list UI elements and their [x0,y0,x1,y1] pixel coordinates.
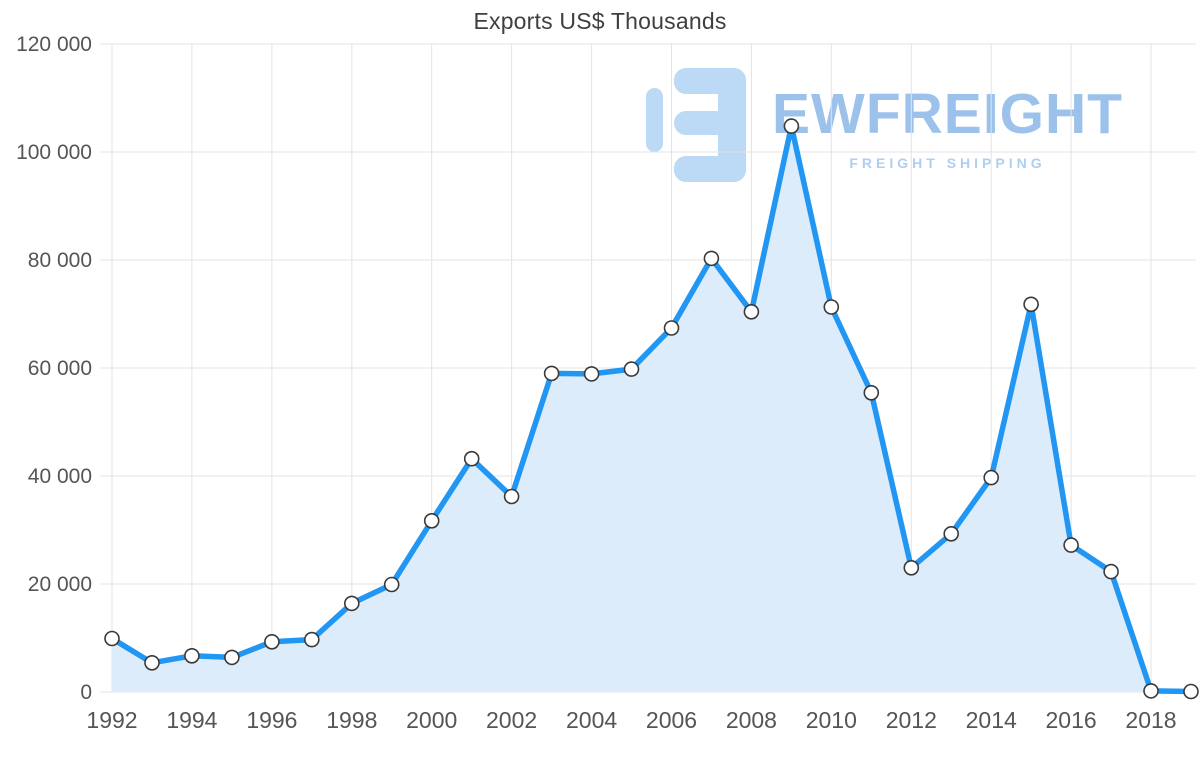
data-point-marker [303,631,320,648]
data-point-marker [943,525,960,542]
data-point-marker [264,633,280,650]
data-point-marker [1103,563,1119,580]
data-point-marker [1063,537,1079,553]
y-axis-label: 60 000 [28,357,92,380]
y-axis-label: 80 000 [28,249,92,272]
watermark-brand-text: EWFREIGHT [772,82,1123,146]
x-axis-label: 2016 [1046,707,1097,733]
data-point-marker [983,469,1000,486]
data-point-marker [863,384,880,401]
ewfreight-logo-icon [646,68,746,182]
trend-line [109,123,1194,695]
y-axis-label: 100 000 [16,141,92,164]
x-axis-label: 2014 [966,707,1017,733]
x-axis-label: 2010 [806,707,857,733]
data-point-marker [743,303,760,320]
data-point-marker [783,118,800,134]
watermark: EWFREIGHT FREIGHT SHIPPING [644,64,1123,186]
data-point-marker [503,488,520,505]
y-axis-label: 40 000 [28,465,92,488]
data-point-marker [703,250,720,267]
data-point-marker [663,320,680,336]
x-axis-label: 2012 [886,707,937,733]
y-axis-label: 120 000 [16,33,92,56]
data-point-marker [823,299,840,315]
x-axis-label: 1996 [246,707,297,733]
x-axis-label: 2000 [406,707,457,733]
x-axis-label: 1994 [166,707,217,733]
data-point-marker [184,647,200,664]
data-point-marker [903,559,920,576]
data-point-marker [583,366,600,382]
data-point-marker [543,365,560,382]
x-axis-label: 1998 [326,707,377,733]
data-point-marker [144,654,160,671]
watermark-text: EWFREIGHT FREIGHT SHIPPING [772,64,1123,172]
data-point-marker [224,649,240,666]
data-point-marker [1183,683,1199,700]
x-axis-label: 2002 [486,707,537,733]
data-point-marker [1023,296,1039,313]
data-point-marker [423,512,440,529]
data-point-marker [623,361,640,377]
y-axis-label: 0 [80,681,92,704]
chart-title: Exports US$ Thousands [473,8,727,34]
area-fill [112,126,1191,693]
x-axis-label: 2006 [646,707,697,733]
watermark-tagline-text: FREIGHT SHIPPING [849,155,1046,171]
data-point-marker [1143,683,1159,699]
data-point-marker [104,630,120,647]
data-point-marker [343,595,360,612]
x-axis-label: 1992 [86,707,137,733]
x-axis-label: 2008 [726,707,777,733]
y-axis-label: 20 000 [28,573,92,596]
data-point-marker [383,576,400,593]
data-point-marker [463,450,480,467]
x-axis-label: 2004 [566,707,617,733]
x-axis-label: 2018 [1125,707,1176,733]
